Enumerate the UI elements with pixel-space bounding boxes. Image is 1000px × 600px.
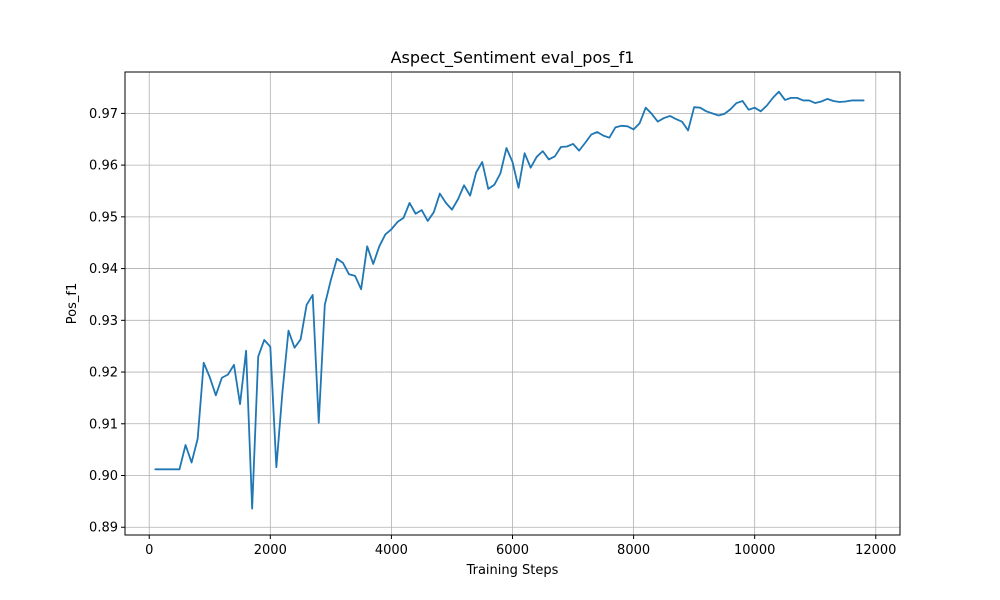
x-axis: 0 2000 4000 6000 8000 10000 12000	[145, 535, 896, 558]
y-tick-label: 0.91	[89, 417, 118, 432]
x-axis-label: Training Steps	[466, 563, 559, 578]
y-tick-label: 0.94	[89, 262, 118, 277]
y-tick-label: 0.89	[89, 521, 118, 536]
y-tick-label: 0.90	[89, 469, 118, 484]
y-tick-label: 0.95	[89, 210, 118, 225]
x-tick-label: 2000	[254, 543, 287, 558]
chart-title: Aspect_Sentiment eval_pos_f1	[391, 48, 635, 68]
y-axis-label: Pos_f1	[65, 283, 80, 324]
y-tick-label: 0.97	[89, 107, 118, 122]
x-tick-label: 4000	[375, 543, 408, 558]
y-tick-label: 0.93	[89, 314, 118, 329]
x-tick-label: 12000	[855, 543, 896, 558]
series-line-0	[154, 90, 865, 510]
grid	[125, 72, 900, 535]
x-tick-label: 10000	[734, 543, 775, 558]
series-layer	[154, 90, 865, 510]
x-tick-label: 6000	[496, 543, 529, 558]
y-axis: 0.89 0.90 0.91 0.92 0.93 0.94 0.95 0.96 0.97	[89, 107, 125, 536]
x-tick-label: 8000	[617, 543, 650, 558]
x-tick-label: 0	[145, 543, 153, 558]
y-tick-label: 0.92	[89, 366, 118, 381]
y-tick-label: 0.96	[89, 159, 118, 174]
